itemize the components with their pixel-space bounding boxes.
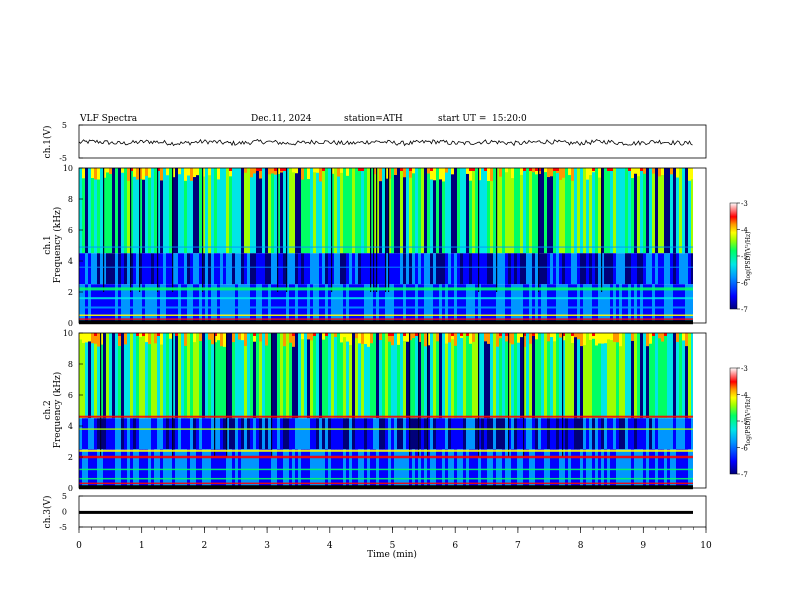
colorbar-tick-label: -7	[741, 306, 748, 314]
ch2-spectrogram-ylabel: ch.2	[43, 400, 53, 419]
start-ut-value: 15:20:0	[492, 114, 527, 124]
colorbar-tick-label: -3	[741, 365, 748, 373]
colorbar-tick-label: -4	[741, 227, 748, 235]
ch1-waveform-ylabel: ch.1(V)	[42, 126, 53, 159]
time-tick-label: 7	[515, 541, 521, 551]
ch2-frequency-ylabel: Frequency (kHz)	[52, 372, 63, 449]
ch2-colorbar-label: log(PSD)(V²/Hz)	[745, 397, 752, 446]
time-tick-label: 9	[640, 541, 646, 551]
ch2-freq-tick-label: 0	[68, 484, 73, 493]
ch2-spectrogram	[79, 333, 706, 490]
colorbar-tick-label: -3	[741, 200, 748, 208]
ch2-freq-tick-label: 6	[68, 391, 73, 400]
chart-title: VLF Spectra	[80, 114, 138, 124]
colorbar-tick-label: -7	[741, 471, 748, 479]
time-tick-label: 4	[327, 541, 333, 551]
time-tick-label: 10	[700, 541, 712, 551]
ch1-freq-tick-label: 8	[68, 195, 73, 204]
ch3-wave-ytick-label: -5	[59, 523, 67, 532]
ch1-wave-ytick-label: -5	[59, 154, 67, 163]
ch1-freq-tick-label: 10	[63, 164, 73, 173]
colorbar-tick-label: -5	[741, 253, 748, 261]
ch2-freq-tick-label: 10	[63, 329, 73, 338]
ch1-colorbar: log(PSD)(V²/Hz) -3 -4 -5 -6 -7	[729, 200, 752, 314]
ch1-frequency-ylabel: Frequency (kHz)	[52, 207, 63, 284]
ch1-freq-tick-label: 0	[68, 319, 73, 328]
ch2-spectrogram-frame	[78, 332, 707, 489]
colorbar-tick-label: -6	[741, 280, 748, 288]
ch1-freq-tick-label: 4	[68, 257, 73, 266]
time-tick-label: 2	[202, 541, 208, 551]
date-label: Dec.11, 2024	[251, 114, 312, 124]
ch1-spectrogram-ylabel: ch.1	[43, 235, 53, 254]
station-label: station=ATH	[344, 114, 403, 124]
colorbar-tick-label: -5	[741, 418, 748, 426]
ch2-freq-tick-label: 4	[68, 422, 73, 431]
ch2-colorbar: log(PSD)(V²/Hz) -3 -4 -5 -6 -7	[729, 365, 752, 479]
ch1-spectrogram-frame	[78, 167, 707, 324]
ch2-colorbar-gradient	[729, 367, 738, 475]
colorbar-tick-label: -6	[741, 445, 748, 453]
ch3-wave-ytick-label: 0	[62, 508, 67, 517]
ch1-spectrogram	[79, 168, 706, 325]
ch1-colorbar-label: log(PSD)(V²/Hz)	[745, 232, 752, 281]
time-tick-label: 0	[76, 541, 82, 551]
time-tick-label: 1	[139, 541, 145, 551]
ch1-freq-tick-label: 6	[68, 226, 73, 235]
ch2-freq-tick-label: 2	[68, 453, 73, 462]
ch1-wave-ytick-label: 5	[62, 121, 67, 130]
colorbar-tick-label: -4	[741, 392, 748, 400]
ch3-wave-ytick-label: 5	[62, 492, 67, 501]
ch3-waveform-ylabel: ch.3(V)	[42, 496, 53, 529]
time-axis-label: Time (min)	[367, 549, 417, 560]
time-tick-label: 3	[264, 541, 270, 551]
ch3-waveform-line	[79, 510, 693, 514]
ch2-freq-tick-label: 8	[68, 360, 73, 369]
ch1-freq-tick-label: 2	[68, 288, 73, 297]
time-tick-label: 6	[452, 541, 458, 551]
time-tick-label: 8	[578, 541, 584, 551]
ch1-waveform-line	[78, 138, 693, 147]
ch1-colorbar-gradient	[729, 202, 738, 310]
ch1-waveform-frame	[78, 124, 707, 159]
time-tick-label: 5	[390, 541, 396, 551]
start-ut-label: start UT =	[438, 114, 487, 124]
